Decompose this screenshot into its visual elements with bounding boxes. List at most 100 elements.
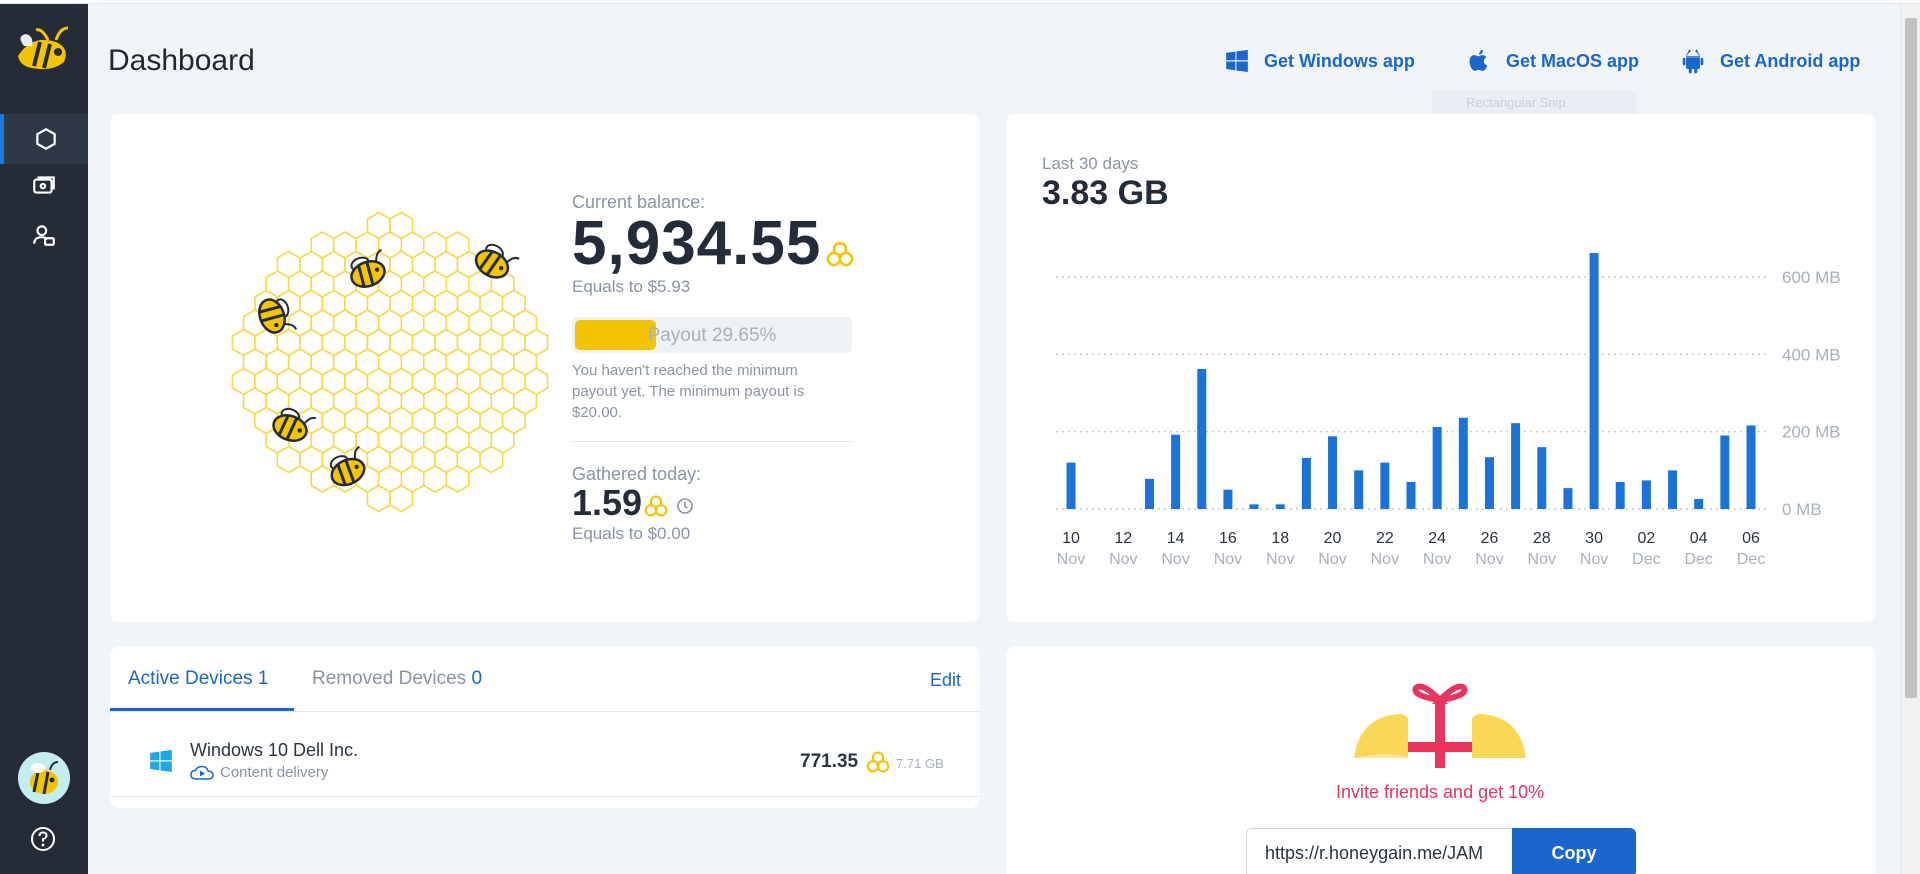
x-tick-day: 10: [1062, 530, 1080, 547]
tab-active-devices-label: Active Devices: [128, 668, 253, 689]
get-android-app-link[interactable]: Get Android app: [1680, 48, 1860, 74]
y-tick-label: 600 MB: [1782, 268, 1841, 287]
get-android-app-label: Get Android app: [1720, 50, 1861, 71]
help-button[interactable]: [29, 825, 57, 853]
snip-overlay-tooltip: Rectangular Snip: [1432, 90, 1636, 116]
bar: [1589, 253, 1599, 509]
referral-link-input[interactable]: [1246, 828, 1514, 874]
bar: [1537, 447, 1547, 509]
device-name: Windows 10 Dell Inc.: [190, 740, 359, 760]
device-type: Content delivery: [190, 764, 328, 781]
minimum-payout-note: You haven't reached the minimum payout y…: [572, 362, 805, 421]
y-tick-label: 400 MB: [1782, 345, 1841, 364]
bar: [1328, 436, 1338, 509]
bar: [1171, 434, 1181, 509]
get-macos-app-link[interactable]: Get MacOS app: [1466, 48, 1639, 74]
hexagon-icon: [36, 128, 56, 150]
devices-card: [110, 646, 980, 808]
x-tick-day: 16: [1219, 530, 1237, 547]
bee-icon: [474, 243, 520, 279]
payout-progress-fill: [575, 320, 657, 350]
edit-devices-link[interactable]: Edit: [930, 670, 962, 690]
tab-removed-devices[interactable]: Removed Devices 0: [312, 668, 482, 690]
honeycomb-cell: [445, 465, 470, 493]
bar: [1066, 462, 1076, 509]
bar: [1641, 480, 1651, 509]
device-traffic: 7.71 GB: [896, 756, 944, 771]
bar: [1301, 457, 1311, 509]
device-earnings: 771.35: [800, 751, 859, 772]
tab-active-devices-count: 1: [257, 668, 269, 689]
get-windows-app-link[interactable]: Get Windows app: [1224, 48, 1415, 74]
nav-referrals[interactable]: [0, 210, 88, 260]
honey-coin-icon: [866, 751, 890, 773]
device-type-label: Content delivery: [220, 764, 329, 781]
bar: [1563, 488, 1573, 509]
x-tick-month: Dec: [1632, 551, 1660, 568]
question-circle-icon: [31, 827, 55, 851]
scrollbar-thumb[interactable]: [1905, 18, 1917, 698]
tab-active-devices[interactable]: Active Devices 1: [128, 668, 268, 690]
x-tick-day: 06: [1742, 530, 1760, 547]
bee-icon: [258, 298, 298, 334]
copy-referral-button[interactable]: Copy: [1512, 828, 1636, 874]
gathered-today-value: 1.59: [572, 482, 643, 523]
x-tick-day: 24: [1428, 530, 1446, 547]
x-tick-month: Nov: [1109, 551, 1137, 568]
bee-icon: [350, 248, 386, 288]
chart-period-label: Last 30 days: [1042, 154, 1139, 173]
current-balance-value: 5,934.55: [572, 209, 822, 278]
tab-removed-devices-label: Removed Devices: [312, 668, 467, 689]
device-row-divider: [110, 796, 980, 797]
x-tick-day: 18: [1271, 530, 1289, 547]
traffic-bar-chart: 0 MB 200 MB 400 MB 600 MB 10 Nov 12 Nov 14 Nov 16 N…: [1056, 253, 1841, 568]
bee-icon: [329, 445, 366, 487]
balance-equals: Equals to $5.93: [572, 277, 691, 296]
nav-dashboard[interactable]: [0, 114, 88, 164]
honeygain-logo[interactable]: [12, 22, 76, 78]
payout-progress-label: Payout 29.65%: [647, 325, 777, 346]
bar: [1406, 481, 1416, 509]
x-tick-day: 26: [1481, 530, 1499, 547]
tab-removed-devices-count: 0: [471, 668, 483, 689]
bar: [1458, 417, 1468, 509]
payout-progress-bar: Payout 29.65%: [572, 317, 852, 353]
bar: [1668, 470, 1678, 509]
honeycomb-cell: [366, 484, 391, 512]
y-tick-label: 0 MB: [1782, 500, 1822, 519]
android-icon: [1682, 49, 1704, 74]
honeycomb-illustration: [231, 212, 549, 512]
honey-coin-icon: [826, 241, 854, 267]
bar: [1432, 427, 1442, 509]
clock-icon[interactable]: [676, 497, 694, 515]
y-tick-label: 200 MB: [1782, 423, 1841, 442]
bar: [1223, 489, 1233, 509]
honeycomb-cell: [389, 484, 414, 512]
gathered-today-label: Gathered today:: [572, 464, 702, 484]
bar: [1380, 462, 1390, 509]
invite-text: Invite friends and get 10%: [1336, 782, 1545, 802]
x-tick-month: Dec: [1684, 551, 1712, 568]
bar: [1720, 435, 1730, 509]
x-tick-month: Dec: [1737, 551, 1765, 568]
bar: [1615, 481, 1625, 509]
window-top-edge: [0, 0, 1920, 4]
honeycomb-cell: [423, 465, 448, 493]
gathered-equals: Equals to $0.00: [572, 524, 691, 543]
traffic-card: [1006, 114, 1876, 622]
bar: [1197, 369, 1207, 509]
tabs-divider: [110, 711, 980, 712]
nav-wallet[interactable]: [0, 160, 88, 210]
honeycomb-cell: [479, 445, 504, 474]
bar: [1746, 425, 1756, 509]
bar: [1275, 504, 1285, 509]
cloud-play-icon: [190, 765, 214, 780]
avatar[interactable]: [18, 752, 70, 804]
wallet-icon: [33, 176, 55, 194]
bar: [1354, 470, 1364, 509]
x-tick-day: 28: [1533, 530, 1551, 547]
x-tick-month: Nov: [1057, 551, 1085, 568]
bar: [1484, 457, 1494, 509]
x-tick-month: Nov: [1161, 551, 1189, 568]
page-scrollbar[interactable]: [1900, 4, 1920, 874]
